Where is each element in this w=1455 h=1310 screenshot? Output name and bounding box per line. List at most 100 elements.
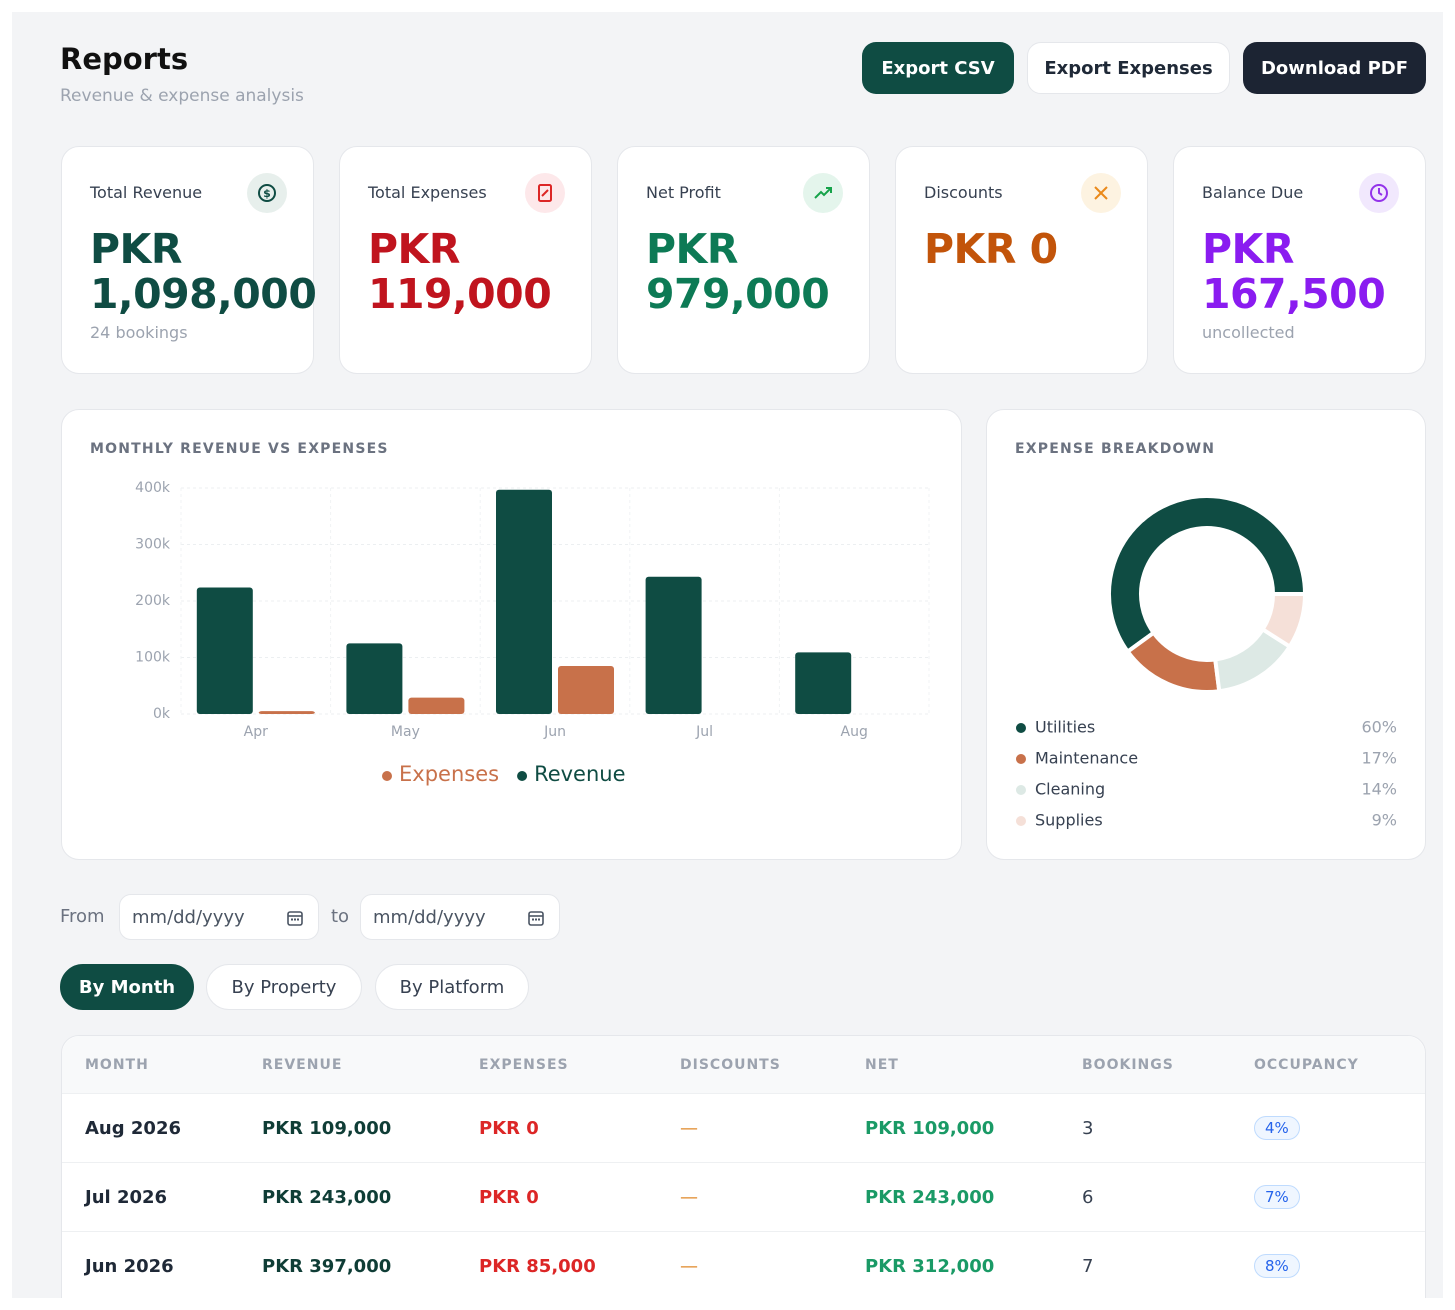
kpi-value: PKR 979,000	[646, 225, 830, 318]
column-header: EXPENSES	[479, 1056, 569, 1073]
download-pdf-button[interactable]: Download PDF	[1243, 42, 1426, 94]
kpi-icon	[803, 173, 843, 213]
export-csv-button[interactable]: Export CSV	[862, 42, 1014, 94]
placeholder: mm/dd/yyyy	[132, 906, 245, 928]
x-tick-label: May	[391, 724, 420, 740]
kpi-value: PKR 167,500	[1202, 225, 1386, 318]
table-cell: PKR 0	[479, 1117, 539, 1139]
table-cell: —	[680, 1117, 698, 1139]
kpi-card: Total Revenue $ PKR 1,098,000 24 bookings	[61, 146, 317, 374]
kpi-label: Total Revenue	[90, 183, 203, 202]
kpi-value: PKR 0	[924, 225, 1058, 273]
calendar-icon	[287, 911, 303, 926]
calendar-icon	[528, 911, 544, 926]
column-header: DISCOUNTS	[680, 1056, 781, 1073]
table-cell: Jul 2026	[85, 1186, 168, 1208]
legend-label: Cleaning	[1035, 780, 1105, 799]
table-cell: Jun 2026	[85, 1255, 174, 1277]
bar	[558, 665, 614, 714]
y-tick-label: 0k	[153, 706, 171, 722]
kpi-card: Net Profit PKR 979,000	[617, 146, 870, 374]
occupancy-pill: 4%	[1254, 1116, 1300, 1140]
x-tick-label: Jul	[695, 724, 713, 740]
table-cell: 7%	[1254, 1185, 1425, 1209]
bar-chart-card: MONTHLY REVENUE VS EXPENSES 0k 100k 200k 300…	[61, 409, 962, 860]
table-cell: 7	[1082, 1255, 1094, 1277]
kpi-icon	[1359, 173, 1399, 213]
bar	[645, 576, 702, 714]
legend-label: Maintenance	[1035, 749, 1138, 768]
legend-value: 17%	[1361, 749, 1397, 768]
chart-title: EXPENSE BREAKDOWN	[1015, 441, 1215, 457]
table-cell: PKR 109,000	[865, 1117, 995, 1139]
bar	[346, 643, 403, 714]
legend-dot	[382, 771, 392, 781]
y-tick-label: 100k	[135, 650, 171, 666]
legend-label: Expenses	[399, 762, 499, 786]
bar	[196, 587, 253, 714]
x-tick-label: Jun	[543, 724, 566, 740]
table-cell: —	[680, 1255, 698, 1277]
table-cell: PKR 243,000	[865, 1186, 995, 1208]
column-header: BOOKINGS	[1082, 1056, 1174, 1073]
donut-chart: EXPENSE BREAKDOWN Utilities 60% Maintenance…	[1015, 441, 1397, 830]
table-cell: Aug 2026	[85, 1117, 181, 1139]
svg-text:$: $	[263, 187, 271, 200]
legend-value: 14%	[1361, 780, 1397, 799]
to-date-input[interactable]: mm/dd/yyyy	[360, 894, 560, 940]
table-cell: PKR 109,000	[262, 1117, 392, 1139]
legend-label: Revenue	[534, 762, 625, 786]
legend: Expenses Revenue	[382, 762, 626, 786]
icon	[1370, 184, 1388, 202]
bar	[496, 489, 552, 714]
bar	[795, 652, 852, 714]
y-tick-label: 400k	[135, 480, 171, 496]
legend-dot	[517, 771, 528, 781]
occupancy-pill: 7%	[1254, 1185, 1300, 1209]
placeholder: mm/dd/yyyy	[373, 906, 486, 928]
legend-dot	[1016, 754, 1026, 764]
export-expenses-button[interactable]: Export Expenses	[1027, 42, 1230, 94]
app: Reports Revenue & expense analysis Expor…	[12, 12, 1443, 1298]
table-cell: 4%	[1254, 1116, 1425, 1140]
kpi-icon	[525, 173, 565, 213]
table-cell: 6	[1082, 1186, 1094, 1208]
kpi-label: Balance Due	[1202, 183, 1304, 202]
table-cell: PKR 397,000	[262, 1255, 392, 1277]
table-cell: —	[680, 1186, 698, 1208]
legend-dot	[1016, 816, 1026, 826]
column-header: NET	[865, 1056, 899, 1073]
legend-dot	[1016, 785, 1026, 795]
report-table: MONTH REVENUE EXPENSES DISCOUNTS NET BOOKINGS…	[61, 1035, 1426, 1298]
kpi-note: 24 bookings	[90, 323, 188, 342]
kpi-label: Total Expenses	[368, 183, 487, 202]
column-header: OCCUPANCY	[1254, 1056, 1359, 1073]
y-tick-label: 300k	[135, 537, 171, 553]
bar	[258, 711, 315, 714]
legend-value: 60%	[1361, 718, 1397, 737]
table-cell: PKR 312,000	[865, 1255, 995, 1277]
from-date-input[interactable]: mm/dd/yyyy	[119, 894, 319, 940]
tab[interactable]: By Month	[60, 964, 194, 1010]
column-header: REVENUE	[262, 1056, 343, 1073]
legend-dot	[1016, 723, 1026, 733]
kpi-row: Total Revenue $ PKR 1,098,000 24 bookings To…	[61, 146, 1426, 374]
kpi-value: PKR 119,000	[368, 225, 552, 318]
tab[interactable]: By Property	[206, 964, 362, 1010]
kpi-card: Total Expenses PKR 119,000	[339, 146, 592, 374]
kpi-icon	[1081, 173, 1121, 213]
table-cell: PKR 243,000	[262, 1186, 392, 1208]
occupancy-pill: 8%	[1254, 1254, 1300, 1278]
icon	[1094, 186, 1108, 200]
table-cell: PKR 0	[479, 1186, 539, 1208]
x-tick-label: Aug	[841, 724, 868, 740]
tab[interactable]: By Platform	[375, 964, 529, 1010]
table-row: Jun 2026 PKR 397,000 PKR 85,000 — PKR 312,00…	[62, 1232, 1425, 1298]
kpi-card: Discounts PKR 0	[895, 146, 1148, 374]
table-cell: 3	[1082, 1117, 1094, 1139]
x-tick-label: Apr	[244, 724, 268, 740]
bar-chart: MONTHLY REVENUE VS EXPENSES 0k 100k 200k 300…	[90, 441, 930, 786]
kpi-card: Balance Due PKR 167,500 uncollected	[1173, 146, 1426, 374]
